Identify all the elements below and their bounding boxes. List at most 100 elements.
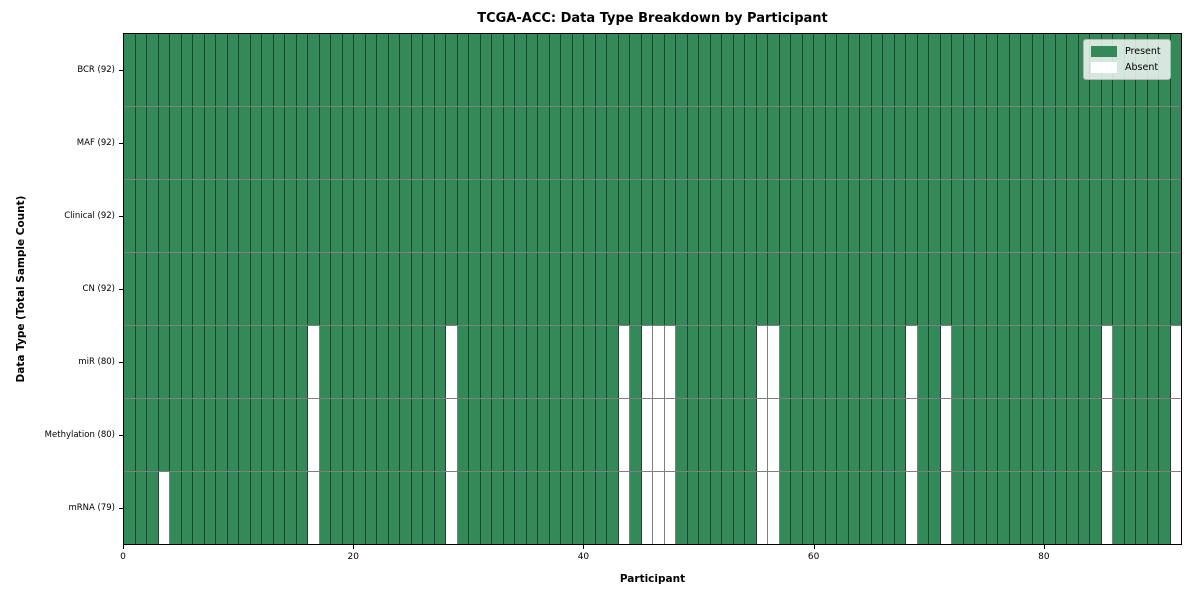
y-tick-label: miR (80) xyxy=(78,357,115,368)
heatmap-cell xyxy=(538,180,550,252)
heatmap-cell xyxy=(1009,180,1021,252)
heatmap-cell xyxy=(1009,253,1021,325)
heatmap-cell xyxy=(492,34,504,106)
heatmap-cell xyxy=(469,253,481,325)
heatmap-cell xyxy=(929,253,941,325)
heatmap-cell xyxy=(411,326,423,398)
heatmap-cell xyxy=(814,399,826,471)
heatmap-cell xyxy=(733,107,745,179)
heatmap-cell xyxy=(480,34,492,106)
heatmap-cell xyxy=(1090,399,1102,471)
heatmap-cell xyxy=(825,107,837,179)
heatmap-cell xyxy=(952,107,964,179)
heatmap-cell xyxy=(457,34,469,106)
heatmap-cell xyxy=(572,180,584,252)
heatmap-cell xyxy=(158,399,170,471)
heatmap-cell xyxy=(319,107,331,179)
heatmap-cell xyxy=(446,326,458,398)
heatmap-cell xyxy=(250,472,262,544)
heatmap-cell xyxy=(986,180,998,252)
heatmap-cell xyxy=(676,107,688,179)
heatmap-cell xyxy=(745,34,757,106)
heatmap-cell xyxy=(216,34,228,106)
heatmap-cell xyxy=(607,326,619,398)
heatmap-cell xyxy=(411,253,423,325)
heatmap-cell xyxy=(1124,253,1136,325)
heatmap-cell xyxy=(860,326,872,398)
heatmap-cell xyxy=(791,399,803,471)
heatmap-cell xyxy=(331,180,343,252)
heatmap-cell xyxy=(1101,180,1113,252)
x-tick-label: 20 xyxy=(347,552,359,562)
heatmap-cell xyxy=(434,107,446,179)
heatmap-cell xyxy=(664,472,676,544)
heatmap-cell xyxy=(158,326,170,398)
heatmap-cell xyxy=(147,180,159,252)
heatmap-cell xyxy=(365,107,377,179)
heatmap-cell xyxy=(894,107,906,179)
heatmap-cell xyxy=(204,472,216,544)
heatmap-cell xyxy=(584,399,596,471)
heatmap-cell xyxy=(400,253,412,325)
heatmap-cell xyxy=(492,399,504,471)
heatmap-cell xyxy=(745,253,757,325)
heatmap-cell xyxy=(170,180,182,252)
heatmap-cell xyxy=(1055,399,1067,471)
heatmap-cell xyxy=(756,34,768,106)
heatmap-row-miR xyxy=(124,326,1181,399)
heatmap-cell xyxy=(779,253,791,325)
heatmap-cell xyxy=(733,399,745,471)
heatmap-cell xyxy=(181,107,193,179)
heatmap-cell xyxy=(377,34,389,106)
heatmap-cell xyxy=(1044,107,1056,179)
heatmap-cell xyxy=(1136,180,1148,252)
heatmap-cell xyxy=(216,399,228,471)
heatmap-cell xyxy=(285,107,297,179)
y-tick-mark xyxy=(119,508,123,510)
heatmap-cell xyxy=(469,180,481,252)
heatmap-cell xyxy=(1032,253,1044,325)
heatmap-cell xyxy=(411,180,423,252)
heatmap-cell xyxy=(998,326,1010,398)
heatmap-cell xyxy=(618,34,630,106)
heatmap-cell xyxy=(1009,107,1021,179)
heatmap-cell xyxy=(285,399,297,471)
heatmap-cell xyxy=(296,180,308,252)
heatmap-cell xyxy=(699,399,711,471)
heatmap-cell xyxy=(400,107,412,179)
heatmap-cell xyxy=(917,472,929,544)
heatmap-cell xyxy=(641,326,653,398)
heatmap-cell xyxy=(756,107,768,179)
heatmap-cell xyxy=(653,253,665,325)
heatmap-cell xyxy=(722,34,734,106)
heatmap-cell xyxy=(975,253,987,325)
heatmap-cell xyxy=(1170,326,1181,398)
heatmap-cell xyxy=(124,107,136,179)
heatmap-cell xyxy=(664,107,676,179)
heatmap-cell xyxy=(388,399,400,471)
heatmap-cell xyxy=(1021,180,1033,252)
heatmap-cell xyxy=(1021,34,1033,106)
heatmap-cell xyxy=(630,399,642,471)
heatmap-cell xyxy=(952,34,964,106)
heatmap-cell xyxy=(906,34,918,106)
plot-area xyxy=(123,33,1182,545)
heatmap-cell xyxy=(423,107,435,179)
heatmap-cell xyxy=(434,326,446,398)
heatmap-cell xyxy=(940,180,952,252)
heatmap-cell xyxy=(814,34,826,106)
heatmap-cell xyxy=(1078,107,1090,179)
heatmap-cell xyxy=(480,326,492,398)
heatmap-cell xyxy=(1090,326,1102,398)
heatmap-cell xyxy=(1101,253,1113,325)
heatmap-cell xyxy=(618,253,630,325)
heatmap-cell xyxy=(676,399,688,471)
heatmap-cell xyxy=(147,472,159,544)
heatmap-cell xyxy=(434,34,446,106)
heatmap-cell xyxy=(699,107,711,179)
heatmap-cell xyxy=(871,326,883,398)
heatmap-cell xyxy=(250,253,262,325)
heatmap-cell xyxy=(503,180,515,252)
heatmap-cell xyxy=(676,472,688,544)
heatmap-cell xyxy=(837,326,849,398)
